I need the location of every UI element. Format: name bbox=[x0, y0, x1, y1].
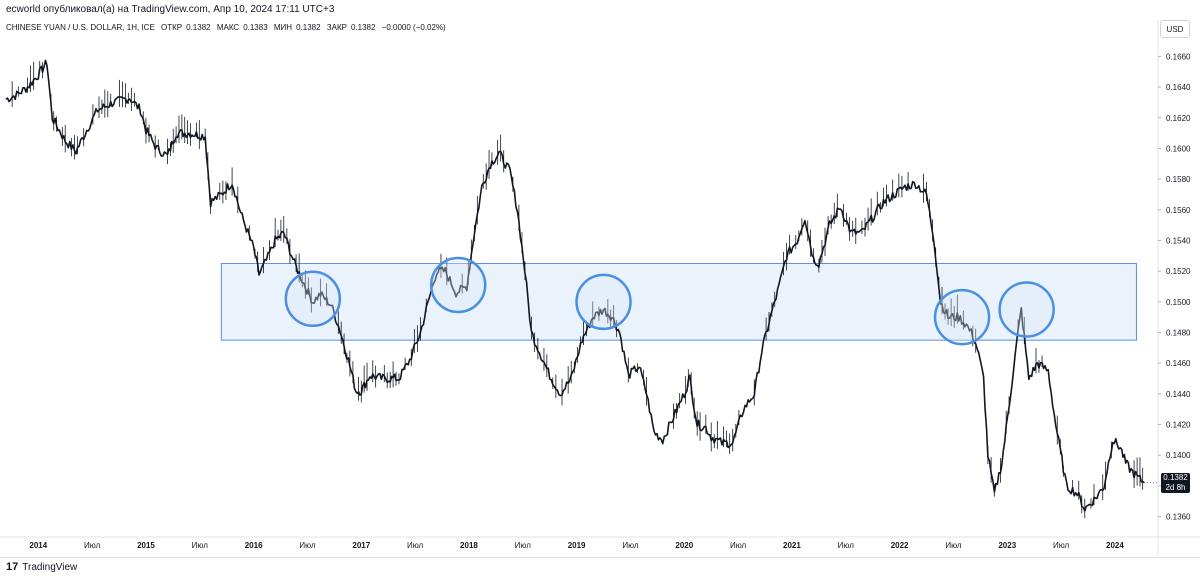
last-price-tag: 0.1382 2d 8h bbox=[1161, 473, 1190, 493]
footer: 17 TradingView bbox=[0, 557, 1200, 578]
highlight-circle[interactable] bbox=[998, 281, 1055, 338]
price-axis-label: 0.1580 bbox=[1166, 175, 1191, 184]
price-axis-label: 0.1440 bbox=[1166, 390, 1191, 399]
time-axis-label: 2024 bbox=[1106, 541, 1124, 550]
open-label: ОТКР bbox=[161, 23, 183, 32]
bar-countdown: 2d 8h bbox=[1165, 483, 1186, 492]
change-value: −0.0000 (−0.02%) bbox=[381, 23, 446, 32]
time-axis-label: 2021 bbox=[783, 541, 801, 550]
price-axis-label: 0.1500 bbox=[1166, 298, 1191, 307]
time-axis-label: 2023 bbox=[998, 541, 1016, 550]
tradingview-logo-text: TradingView bbox=[22, 561, 78, 573]
low-label: МИН bbox=[273, 23, 293, 32]
symbol-legend: CHINESE YUAN / U.S. DOLLAR, 1H, ICE ОТКР… bbox=[6, 23, 450, 32]
time-axis-label: Июл bbox=[84, 541, 101, 550]
currency-button[interactable]: USD bbox=[1160, 20, 1190, 38]
open-value: 0.1382 bbox=[186, 23, 211, 32]
time-axis-label: Июл bbox=[515, 541, 532, 550]
publisher-line: ecworld опубликовал(а) на TradingView.co… bbox=[6, 4, 335, 15]
price-axis-label: 0.1600 bbox=[1166, 144, 1191, 153]
time-axis-label: 2018 bbox=[460, 541, 478, 550]
tradingview-logo[interactable]: 17 TradingView bbox=[6, 561, 77, 573]
time-axis-label: 2016 bbox=[245, 541, 263, 550]
price-axis-label: 0.1480 bbox=[1166, 329, 1191, 338]
high-value: 0.1383 bbox=[243, 23, 268, 32]
time-axis-label: Июл bbox=[838, 541, 855, 550]
price-axis-label: 0.1460 bbox=[1166, 359, 1191, 368]
close-value: 0.1382 bbox=[350, 23, 376, 32]
price-axis-label: 0.1400 bbox=[1166, 451, 1191, 460]
time-axis-label: 2019 bbox=[568, 541, 586, 550]
symbol-name[interactable]: CHINESE YUAN / U.S. DOLLAR, 1H, ICE bbox=[6, 23, 155, 32]
highlight-circle[interactable] bbox=[933, 288, 991, 346]
time-axis-label: 2017 bbox=[352, 541, 370, 550]
price-axis-label: 0.1420 bbox=[1166, 421, 1191, 430]
highlight-circle[interactable] bbox=[429, 256, 487, 314]
price-axis-label: 0.1540 bbox=[1166, 236, 1191, 245]
time-axis-label: 2015 bbox=[137, 541, 155, 550]
price-axis-label: 0.1560 bbox=[1166, 206, 1191, 215]
time-axis-label: Июл bbox=[192, 541, 209, 550]
time-axis-label: 2014 bbox=[29, 541, 47, 550]
time-axis-label: Июл bbox=[945, 541, 962, 550]
time-axis-label: Июл bbox=[299, 541, 316, 550]
time-axis-label: 2022 bbox=[891, 541, 909, 550]
price-axis-label: 0.1640 bbox=[1166, 83, 1191, 92]
high-label: МАКС bbox=[216, 23, 240, 32]
time-axis-label: Июл bbox=[407, 541, 424, 550]
highlight-circle[interactable] bbox=[575, 273, 632, 331]
price-axis-label: 0.1620 bbox=[1166, 114, 1191, 123]
tradingview-logo-icon: 17 bbox=[6, 561, 19, 573]
price-series-line bbox=[5, 59, 1145, 512]
price-axis-label: 0.1520 bbox=[1166, 267, 1191, 276]
close-label: ЗАКР bbox=[326, 23, 347, 32]
last-price-value: 0.1382 bbox=[1163, 473, 1188, 482]
highlight-circle[interactable] bbox=[284, 270, 342, 328]
time-axis-label: Июл bbox=[622, 541, 639, 550]
price-axis-label: 0.1660 bbox=[1166, 52, 1191, 61]
support-resistance-zone[interactable] bbox=[220, 262, 1137, 341]
time-axis-label: 2020 bbox=[675, 541, 693, 550]
low-value: 0.1382 bbox=[296, 23, 321, 32]
time-axis-label: Июл bbox=[730, 541, 747, 550]
price-axis-label: 0.1360 bbox=[1166, 513, 1191, 522]
top-bar: ecworld опубликовал(а) на TradingView.co… bbox=[0, 0, 1200, 20]
time-axis-label: Июл bbox=[1053, 541, 1070, 550]
